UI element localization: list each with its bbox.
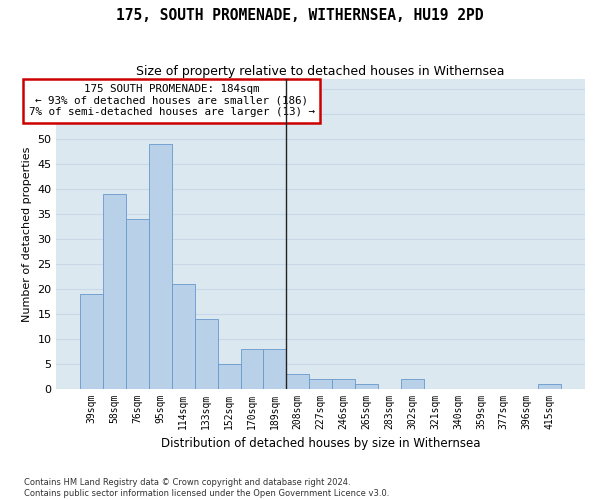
Bar <box>103 194 126 388</box>
Bar <box>286 374 309 388</box>
Bar <box>309 378 332 388</box>
Bar <box>355 384 378 388</box>
Bar <box>538 384 561 388</box>
Text: 175 SOUTH PROMENADE: 184sqm
← 93% of detached houses are smaller (186)
7% of sem: 175 SOUTH PROMENADE: 184sqm ← 93% of det… <box>29 84 315 117</box>
Y-axis label: Number of detached properties: Number of detached properties <box>22 146 32 322</box>
Bar <box>241 348 263 389</box>
Bar <box>195 318 218 388</box>
Bar <box>80 294 103 388</box>
Bar <box>332 378 355 388</box>
Bar <box>126 219 149 388</box>
Text: 175, SOUTH PROMENADE, WITHERNSEA, HU19 2PD: 175, SOUTH PROMENADE, WITHERNSEA, HU19 2… <box>116 8 484 22</box>
Bar <box>401 378 424 388</box>
Text: Contains HM Land Registry data © Crown copyright and database right 2024.
Contai: Contains HM Land Registry data © Crown c… <box>24 478 389 498</box>
Bar <box>149 144 172 388</box>
Bar <box>172 284 195 389</box>
Bar <box>263 348 286 389</box>
Bar <box>218 364 241 388</box>
Title: Size of property relative to detached houses in Withernsea: Size of property relative to detached ho… <box>136 65 505 78</box>
X-axis label: Distribution of detached houses by size in Withernsea: Distribution of detached houses by size … <box>161 437 481 450</box>
